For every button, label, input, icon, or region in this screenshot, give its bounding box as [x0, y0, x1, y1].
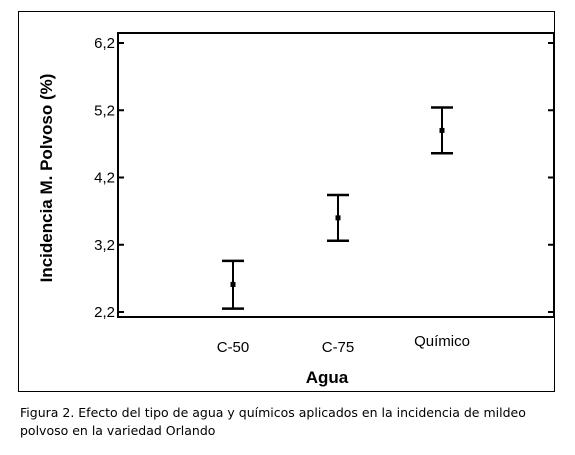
x-axis-label: Agua [306, 368, 349, 387]
y-tick-label: 6,2 [94, 35, 115, 52]
y-tick-label: 4,2 [94, 170, 115, 187]
y-tick-label: 2,2 [94, 304, 115, 321]
y-tick-label: 5,2 [94, 102, 115, 119]
chart: Incidencia M. Polvoso (%) 2,2 3,2 4,2 5,2 6,… [37, 32, 555, 387]
figure-caption: Figura 2. Efecto del tipo de agua y quím… [20, 405, 526, 438]
x-category-label: C-75 [322, 339, 355, 356]
mean-point [335, 215, 341, 221]
x-category-labels: C-50 C-75 Químico [217, 333, 470, 356]
x-category-label: Químico [414, 333, 470, 350]
y-axis-label: Incidencia M. Polvoso (%) [37, 74, 56, 283]
mean-point [230, 281, 236, 287]
y-tick-label: 3,2 [94, 237, 115, 254]
mean-point [439, 127, 445, 133]
plot-area [117, 32, 555, 318]
error-bars [222, 106, 453, 310]
x-category-label: C-50 [217, 339, 250, 356]
y-ticks: 2,2 3,2 4,2 5,2 6,2 [94, 35, 554, 321]
